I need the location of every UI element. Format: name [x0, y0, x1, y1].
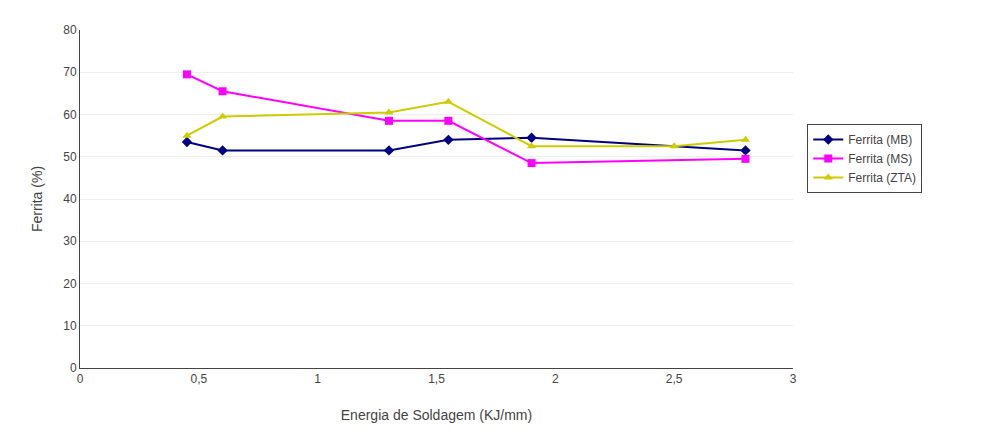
svg-text:40: 40	[63, 192, 77, 206]
svg-text:Ferrita (ZTA): Ferrita (ZTA)	[848, 171, 916, 185]
svg-text:30: 30	[63, 234, 77, 248]
svg-text:2: 2	[552, 372, 559, 386]
svg-text:Energia de Soldagem (KJ/mm): Energia de Soldagem (KJ/mm)	[341, 407, 532, 423]
svg-text:0: 0	[70, 361, 77, 375]
svg-text:2,5: 2,5	[666, 372, 683, 386]
svg-text:Ferrita (MB): Ferrita (MB)	[848, 133, 912, 147]
svg-text:70: 70	[63, 65, 77, 79]
svg-text:80: 80	[63, 23, 77, 37]
svg-text:Ferrita (%): Ferrita (%)	[29, 166, 45, 232]
svg-text:60: 60	[63, 108, 77, 122]
svg-text:20: 20	[63, 277, 77, 291]
svg-text:Ferrita (MS): Ferrita (MS)	[848, 152, 912, 166]
svg-text:0,5: 0,5	[190, 372, 207, 386]
svg-text:3: 3	[790, 372, 797, 386]
svg-text:1: 1	[314, 372, 321, 386]
svg-text:10: 10	[63, 319, 77, 333]
svg-text:0: 0	[77, 372, 84, 386]
svg-text:1,5: 1,5	[428, 372, 445, 386]
svg-text:50: 50	[63, 150, 77, 164]
